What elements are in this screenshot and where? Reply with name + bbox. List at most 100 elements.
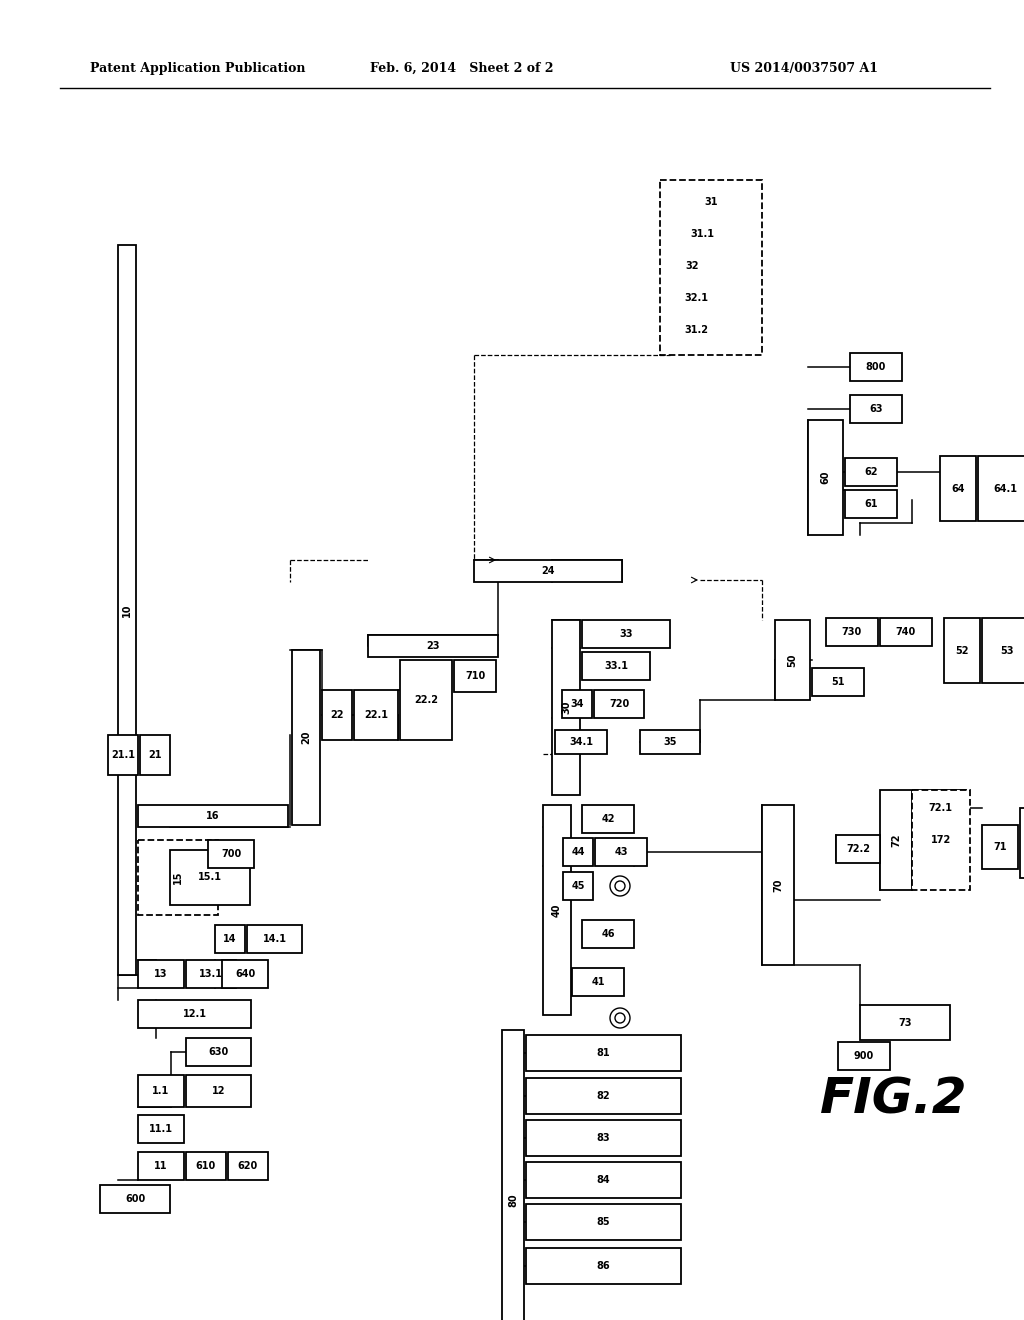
Text: 52: 52 [955,645,969,656]
Bar [860,1005,950,1040]
Text: 83: 83 [597,1133,610,1143]
Bar [140,735,170,775]
Text: 46: 46 [601,929,614,939]
Text: 13.1: 13.1 [199,969,223,979]
Text: 11.1: 11.1 [150,1125,173,1134]
Bar [368,635,498,657]
Text: 14: 14 [223,935,237,944]
Bar [552,620,580,795]
Text: 800: 800 [866,362,886,372]
Text: 73: 73 [898,1018,911,1027]
Text: 24: 24 [542,566,555,576]
Bar [582,920,634,948]
Text: 23: 23 [426,642,439,651]
Bar [186,960,236,987]
Text: 84: 84 [597,1175,610,1185]
Bar [836,836,880,863]
Bar [914,789,966,826]
Bar [138,960,184,987]
Bar [880,789,912,890]
Bar [555,730,607,754]
Text: US 2014/0037507 A1: US 2014/0037507 A1 [730,62,878,75]
Text: 33: 33 [620,630,633,639]
Text: 15: 15 [173,871,183,884]
Bar [138,1115,184,1143]
Bar [838,1041,890,1071]
Text: 85: 85 [597,1217,610,1228]
Text: 64: 64 [951,483,965,494]
Bar [572,968,624,997]
Text: 620: 620 [238,1162,258,1171]
Bar [208,840,254,869]
Bar [582,620,670,648]
Text: 53: 53 [1000,645,1014,656]
Bar [826,618,878,645]
Text: 64.1: 64.1 [993,483,1018,494]
Bar [100,1185,170,1213]
Bar [1020,808,1024,878]
Text: 21.1: 21.1 [111,750,135,760]
Text: 62: 62 [864,467,878,477]
Text: 11: 11 [155,1162,168,1171]
Text: 40: 40 [552,903,562,917]
Bar [595,838,647,866]
Text: 50: 50 [787,653,798,667]
Bar [982,825,1018,869]
Bar [526,1119,681,1156]
Bar [474,560,622,582]
Text: 16: 16 [206,810,220,821]
Text: 31: 31 [705,197,718,207]
Text: 10: 10 [122,603,132,616]
Bar [563,873,593,900]
Text: 32.1: 32.1 [684,293,708,304]
Bar [808,420,843,535]
Bar [940,455,976,521]
Bar [502,1030,524,1320]
Text: 600: 600 [125,1195,145,1204]
Text: 34: 34 [570,700,584,709]
Text: 72: 72 [891,833,901,846]
Bar [845,458,897,486]
Bar [640,730,700,754]
Bar [526,1162,681,1199]
Text: 86: 86 [597,1261,610,1271]
Bar [118,246,136,975]
Text: 71: 71 [993,842,1007,851]
Bar [322,690,352,741]
Text: 35: 35 [664,737,677,747]
Text: 80: 80 [508,1193,518,1206]
Text: 70: 70 [773,878,783,892]
Bar [526,1204,681,1239]
Text: 63: 63 [869,404,883,414]
Text: 12.1: 12.1 [182,1008,207,1019]
Text: 1.1: 1.1 [153,1086,170,1096]
Text: 13: 13 [155,969,168,979]
Bar [138,1074,184,1107]
Bar [670,252,714,280]
Bar [582,805,634,833]
Bar [845,490,897,517]
Bar [400,660,452,741]
Bar [978,455,1024,521]
Bar [670,315,722,345]
Text: 14.1: 14.1 [262,935,287,944]
Text: 15.1: 15.1 [198,873,222,883]
Text: 740: 740 [896,627,916,638]
Bar [594,690,644,718]
Text: 900: 900 [854,1051,874,1061]
Bar [526,1035,681,1071]
Text: 72.2: 72.2 [846,843,870,854]
Bar [812,668,864,696]
Bar [454,660,496,692]
Bar [582,652,650,680]
Text: 720: 720 [609,700,629,709]
Bar [775,620,810,700]
Bar [670,187,752,216]
Bar [138,805,288,828]
Text: FIG.2: FIG.2 [820,1076,968,1125]
Bar [670,220,735,248]
Text: 31.1: 31.1 [690,228,715,239]
Text: 61: 61 [864,499,878,510]
Text: 44: 44 [571,847,585,857]
Text: Patent Application Publication: Patent Application Publication [90,62,305,75]
